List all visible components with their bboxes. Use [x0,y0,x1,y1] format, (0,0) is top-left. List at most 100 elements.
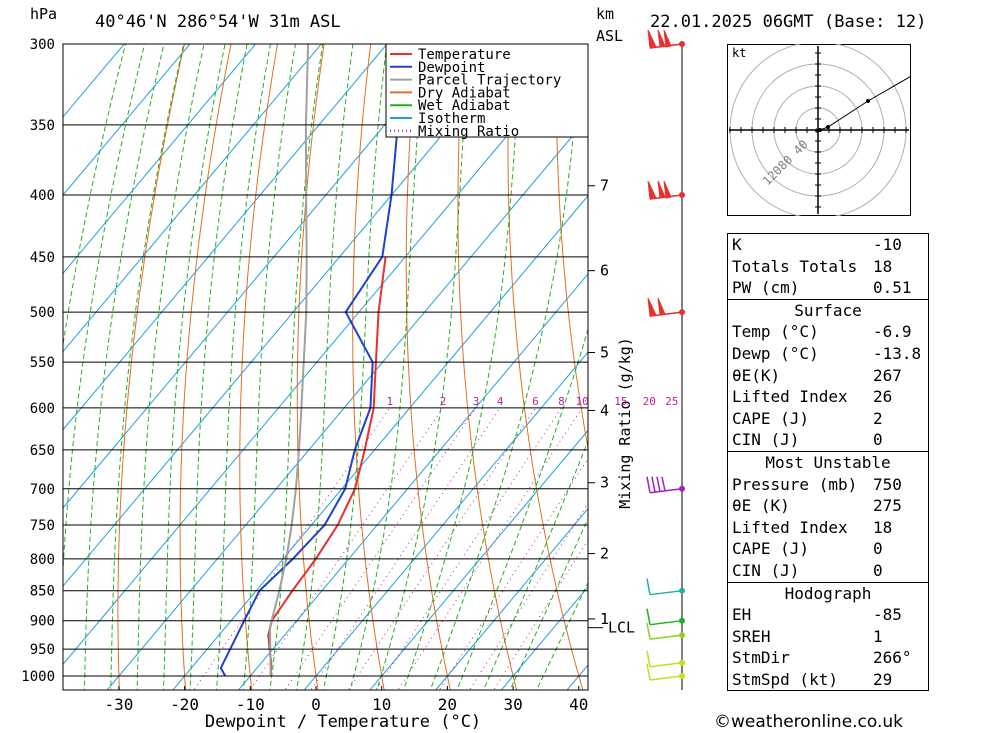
mixing-ratio-label: 4 [497,395,504,408]
wet-adiabat-line [456,327,588,690]
wind-barb [647,297,685,317]
wind-barb-pennant [647,180,657,200]
pressure-tick-label: 1000 [21,669,55,685]
copyright: ©weatheronline.co.uk [714,712,904,732]
x-tick-label: 20 [438,695,457,714]
index-row: Dewp (°C) -13.8 [728,343,928,365]
wind-barb-feather [646,578,651,595]
isotherm-line [63,44,257,275]
index-label: CAPE (J) [732,408,810,428]
hpa-label: hPa [30,5,58,23]
wind-barb-feather [646,608,651,625]
index-label: Dewp (°C) [732,343,819,363]
location-title: 40°46'N 286°54'W 31m ASL [95,12,341,32]
temperature-profile [267,256,387,677]
isotherm-line [369,429,588,690]
x-tick-label: -30 [104,695,133,714]
index-label: PW (cm) [732,278,800,298]
wet-adiabat-line [296,44,354,690]
mixing-ratio-label: 15 [614,395,627,408]
wind-barb [646,650,685,668]
index-value: 1 [873,626,883,646]
index-label: StmSpd (kt) [732,669,838,689]
km-tick-label: 5 [600,344,609,362]
legend-box [385,43,589,138]
wind-barb-feather [651,476,656,493]
pressure-tick-label: 900 [30,614,55,630]
km-tick-label: 6 [600,262,609,280]
index-value: -13.8 [873,343,922,363]
mixing-ratio-label: 25 [665,395,678,408]
index-row: SREH 1 [728,626,928,648]
index-row: Pressure (mb) 750 [728,474,928,496]
index-row: CAPE (J) 2 [728,408,928,430]
mixing-ratio-line [493,538,588,690]
isotherm-line [63,44,322,353]
mixing-ratio-line [249,407,444,690]
index-value: -6.9 [873,322,912,342]
lcl-label: LCL [608,619,635,637]
wet-adiabat-line [403,44,522,690]
pressure-tick-label: 850 [30,584,55,600]
index-label: Lifted Index [732,517,848,537]
index-label: θE (K) [732,496,790,516]
mixing-ratio-label: 1 [386,395,393,408]
km-tick-label: 3 [600,474,609,492]
x-tick-label: 30 [503,695,522,714]
index-label: K [732,235,742,254]
wind-barb-staff [649,619,683,626]
mixing-ratio-line [397,407,583,690]
isotherm-line [63,44,191,196]
x-axis-label: Dewpoint / Temperature (°C) [205,712,481,732]
x-tick-label: 10 [372,695,391,714]
index-row: θE(K) 267 [728,365,928,387]
index-label: CIN (J) [732,430,800,450]
wind-barb-pennant [657,180,666,199]
index-value: 0.51 [873,278,912,298]
wind-barb-feather [646,476,651,493]
wind-barb-staff [649,634,683,640]
wind-barb-pennant [647,29,657,49]
index-value: 266° [873,648,912,668]
pressure-tick-label: 650 [30,443,55,459]
mixing-ratio-line [310,407,501,690]
mixing-ratio-label: 20 [643,395,656,408]
wind-barb-staff [649,589,683,596]
mixing-ratio-label: 6 [532,395,539,408]
index-label: Totals Totals [732,256,858,276]
wind-barb-pennant [657,29,666,48]
dry-adiabat-line [959,0,1000,702]
hodograph-point [818,128,822,132]
index-value: 275 [873,496,902,516]
legend-entry: Temperature [418,47,511,63]
wind-barb-staff [649,661,683,668]
index-value: 18 [873,517,893,537]
index-label: StmDir [732,648,790,668]
legend-entry: Wet Adiabat [418,98,511,114]
wind-barb-pennant [663,29,672,48]
mixing-ratio-label: 2 [440,395,447,408]
index-value: 26 [873,387,893,407]
index-row: Lifted Index 18 [728,517,928,539]
hodograph-point [866,99,870,103]
index-row: PW (cm) 0.51 [728,277,928,299]
wind-barb [647,29,685,49]
legend-entry: Isotherm [418,111,485,127]
mixing-ratio-line [468,502,588,690]
hodograph-point [815,128,819,133]
wind-barb-feather [656,476,661,492]
mixing-ratio-label: 3 [473,395,480,408]
wet-adiabat-line [110,44,185,690]
wind-barb-feather [646,622,651,640]
km-label: km [596,5,615,23]
dewpoint-profile [219,44,408,677]
most-unstable-title: Most Unstable [728,450,928,474]
isotherm-line [63,44,388,431]
index-row: Temp (°C) -6.9 [728,321,928,343]
legend-entry: Dewpoint [418,60,485,76]
index-label: SREH [732,626,771,646]
pressure-tick-label: 350 [30,118,55,134]
isotherm-line [303,351,588,690]
x-tick-label: 40 [569,695,588,714]
